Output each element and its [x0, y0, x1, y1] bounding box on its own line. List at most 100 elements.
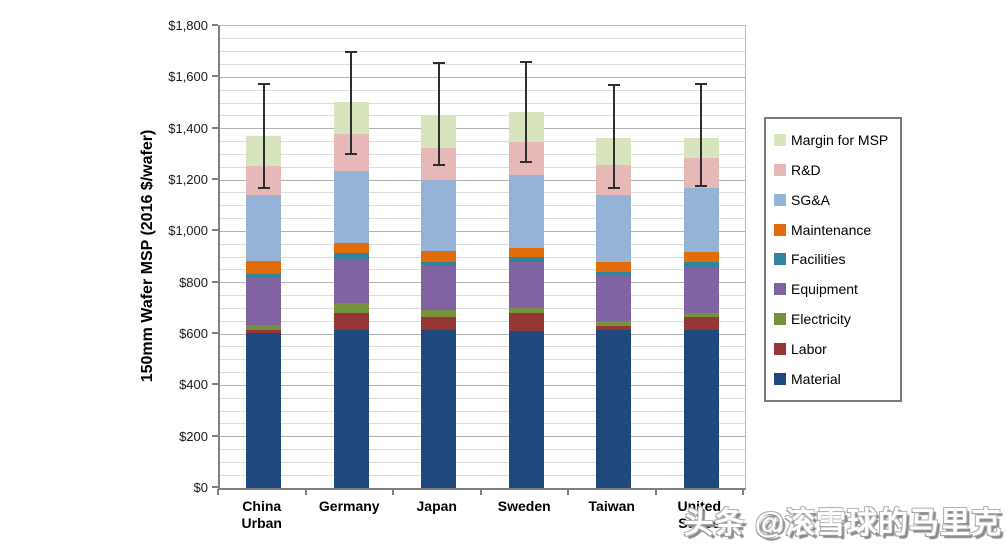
bar-segment-electricity	[683, 313, 719, 318]
legend-item-sg-a: SG&A	[774, 192, 900, 208]
minor-gridline	[220, 410, 745, 412]
y-tick-mark	[212, 178, 218, 180]
plot-area	[218, 25, 746, 490]
bar-segment-sg-a	[508, 174, 544, 248]
legend-item-material: Material	[774, 371, 900, 387]
y-tick-mark	[212, 280, 218, 283]
error-bar-cap-top	[520, 60, 533, 63]
bar-segment-facilities	[596, 272, 632, 277]
x-tick-mark	[217, 489, 219, 495]
y-tick-mark	[212, 126, 218, 129]
minor-gridline	[220, 359, 745, 361]
legend-label: Margin for MSP	[791, 131, 889, 148]
error-bar-cap-bottom	[257, 186, 270, 189]
minor-gridline	[220, 449, 745, 450]
legend-label: Maintenance	[791, 221, 872, 238]
error-bar-cap-bottom	[345, 153, 358, 156]
legend-label: Electricity	[791, 311, 851, 328]
major-gridline	[220, 436, 745, 438]
y-tick-mark	[212, 75, 218, 78]
bar-segment-material	[246, 332, 282, 488]
error-bar-cap-top	[345, 50, 358, 53]
x-category-label-line: Japan	[416, 498, 457, 514]
x-category-label: Taiwan	[589, 498, 635, 515]
legend-swatch	[774, 133, 786, 146]
x-tick-mark	[654, 489, 657, 495]
minor-gridline	[220, 115, 745, 117]
bar-segment-material	[683, 330, 719, 488]
legend-swatch	[774, 223, 786, 236]
x-category-label-line: United	[677, 498, 722, 514]
x-category-label-line: Taiwan	[588, 498, 635, 514]
minor-gridline	[220, 346, 745, 348]
y-tick-mark	[212, 229, 218, 232]
bar-segment-electricity	[246, 325, 282, 331]
major-gridline	[220, 179, 745, 181]
legend-item-margin-for-msp: Margin for MSP	[774, 132, 900, 148]
major-gridline	[220, 230, 745, 232]
bar-segment-facilities	[246, 273, 282, 278]
major-gridline	[220, 128, 745, 130]
bar-segment-equipment	[508, 262, 544, 309]
minor-gridline	[220, 397, 745, 399]
minor-gridline	[220, 64, 745, 65]
bar-segment-labor	[596, 326, 632, 331]
y-tick-mark	[212, 383, 218, 386]
bar-segment-maintenance	[683, 251, 719, 263]
legend-label: R&D	[791, 161, 821, 178]
minor-gridline	[220, 141, 745, 142]
bar-segment-facilities	[683, 262, 719, 268]
y-tick-label: $1,600	[168, 69, 208, 85]
x-category-label-line: Sweden	[497, 498, 551, 514]
legend-swatch	[774, 283, 786, 296]
major-gridline	[220, 333, 745, 335]
bar-segment-sg-a	[683, 187, 719, 252]
x-category-label: Japan	[417, 498, 457, 515]
y-tick-label: $1,200	[168, 172, 208, 187]
minor-gridline	[220, 166, 745, 168]
bar-segment-sg-a	[421, 180, 457, 251]
legend-box: Margin for MSP R&D SG&A Maintenance Faciliti…	[764, 117, 902, 402]
x-tick-mark	[392, 489, 394, 495]
y-tick-label: $0	[193, 480, 208, 495]
bar-segment-equipment	[333, 259, 369, 304]
bar-segment-electricity	[596, 321, 632, 327]
bar-segment-labor	[246, 330, 282, 333]
error-bar-line	[700, 83, 703, 187]
major-gridline	[220, 384, 745, 386]
minor-gridline	[220, 51, 745, 53]
error-bar-cap-top	[607, 84, 620, 87]
legend-swatch	[774, 372, 786, 385]
bar-segment-facilities	[421, 262, 457, 266]
x-tick-mark	[479, 489, 482, 495]
y-tick-label: $200	[179, 428, 208, 444]
bar-segment-labor	[421, 317, 457, 331]
legend-label: Material	[791, 370, 841, 387]
y-tick-mark	[212, 332, 218, 334]
bar-segment-maintenance	[333, 242, 369, 254]
x-category-label-line: Urban	[241, 515, 282, 531]
legend-swatch	[774, 163, 786, 176]
minor-gridline	[220, 372, 745, 373]
bar-segment-material	[508, 331, 544, 488]
bar-segment-equipment	[683, 267, 719, 314]
legend-label: Facilities	[791, 251, 846, 268]
minor-gridline	[220, 474, 745, 476]
x-category-label: Germany	[319, 498, 380, 515]
minor-gridline	[220, 205, 745, 207]
bar-segment-maintenance	[421, 250, 457, 263]
major-gridline	[220, 76, 745, 78]
bar-segment-electricity	[333, 303, 369, 314]
bar-segment-electricity	[508, 308, 544, 314]
legend-item-labor: Labor	[774, 341, 900, 357]
y-tick-label: $1,800	[168, 18, 208, 33]
error-bar-cap-top	[432, 62, 445, 65]
bar-segment-maintenance	[508, 248, 544, 257]
minor-gridline	[220, 192, 745, 194]
legend-swatch	[774, 193, 786, 206]
error-bar-cap-bottom	[695, 185, 708, 188]
legend-label: Equipment	[791, 281, 858, 298]
error-bar-cap-bottom	[432, 163, 445, 166]
legend-item-equipment: Equipment	[774, 281, 900, 297]
y-axis-title: 150mm Wafer MSP (2016 $/wafer)	[139, 129, 156, 383]
